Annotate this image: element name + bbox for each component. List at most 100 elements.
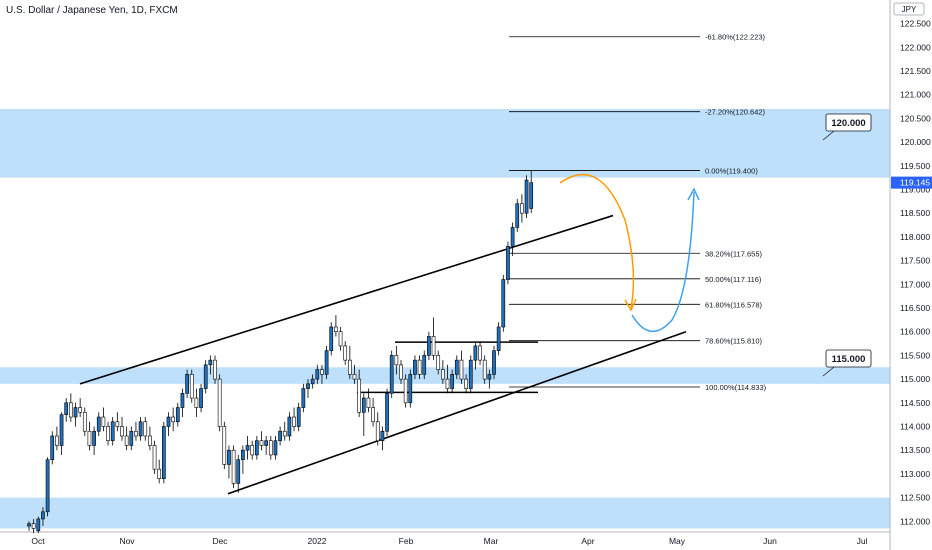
zone-callout-label: 115.000 [832,354,866,365]
candle-body [334,326,338,332]
candle-body [245,445,250,451]
candle-body [524,179,529,214]
candle-body [394,355,399,366]
y-tick-label: 117.000 [900,279,930,289]
candle-body [55,435,59,446]
candle-body [78,407,82,413]
y-tick-label: 121.500 [900,66,931,76]
candle-body [199,388,203,408]
candle-body [413,359,417,375]
zone-band-1 [0,367,890,384]
candle-body [273,440,278,456]
candle-body [324,350,329,375]
x-tick-label: Apr [581,536,594,546]
candle-body [478,345,482,361]
candle-body [366,397,371,408]
candle-body [431,336,436,356]
candle-body [399,364,403,380]
zone-callout-pointer [822,130,835,141]
y-tick-label: 120.000 [900,137,931,147]
candle-body [427,336,431,356]
y-tick-label: 119.500 [900,161,930,171]
y-tick-label: 122.000 [900,42,931,52]
candle-body [138,421,143,437]
y-tick-label: 118.500 [900,208,930,218]
candle-body [124,435,129,446]
candle-body [162,426,166,479]
candle-body [501,279,506,328]
candle-body [278,430,282,442]
candle-body [208,359,213,366]
candle-body [292,416,296,427]
candle-body [101,416,106,427]
candle-body [338,331,343,347]
candle-body [171,416,176,423]
candle-body [371,407,375,423]
candle-body [282,430,287,437]
x-tick-label: Jun [763,536,777,546]
candle-body [515,203,520,228]
y-tick-label: 115.500 [900,350,930,360]
y-tick-label: 116.000 [900,327,930,337]
y-tick-label: 119.000 [900,185,930,195]
candle-body [375,421,380,442]
candle-body [217,378,222,427]
candle-body [450,374,455,389]
zone-callout-pointer [822,366,835,377]
fib-level-label: -27.20%(120.642) [705,108,766,117]
candle-body [175,407,180,423]
candle-body [417,359,422,375]
fib-level-label: 38.20%(117.655) [705,249,762,258]
y-tick-label: 114.500 [900,398,930,408]
candle-body [134,430,138,437]
candle-body [436,355,441,370]
candle-body [408,374,413,404]
y-tick-label: 120.500 [900,113,931,123]
candle-body [454,359,459,375]
candle-body [255,440,259,456]
x-tick-label: Nov [119,536,135,546]
candle-body [36,518,41,532]
candle-body [166,416,171,427]
fib-level-label: 61.80%(116.578) [705,300,762,309]
candle-body [189,374,194,399]
y-tick-label: 115.000 [900,374,930,384]
y-tick-label: 121.000 [900,90,931,100]
y-tick-label: 112.000 [900,516,930,526]
candle-body [347,359,352,375]
candle-body [329,326,334,351]
zone-callout-label: 120.000 [831,118,865,129]
candle-body [203,364,208,389]
candle-body [59,414,64,446]
candle-body [264,440,269,446]
candle-body [296,407,301,427]
projection-down-arrow [559,173,635,309]
candle-body [320,369,324,375]
candle-body [487,374,492,380]
candle-body [213,359,217,380]
candle-body [389,355,394,394]
zone-band-2 [0,497,890,529]
last-price-tag [891,176,932,189]
candle-body [520,203,524,214]
candle-body [148,435,152,446]
candle-body [287,416,292,437]
projection-up-arrow [631,191,695,332]
candle-body [227,449,231,465]
y-tick-label: 112.500 [900,493,930,503]
candle-body [343,345,348,361]
candle-body [31,523,36,529]
arrow-head-blue [687,187,700,201]
zone-callout-box [825,349,872,368]
y-tick-label: 114.000 [900,422,930,432]
candle-body [380,430,385,442]
channel-upper-line [79,214,614,385]
candle-body [352,374,357,380]
candle-body [82,411,87,432]
candle-body [87,430,92,446]
zone-callout-box [825,113,872,132]
candle-body [241,449,245,460]
candle-body [482,359,487,380]
candle-body [27,523,31,527]
